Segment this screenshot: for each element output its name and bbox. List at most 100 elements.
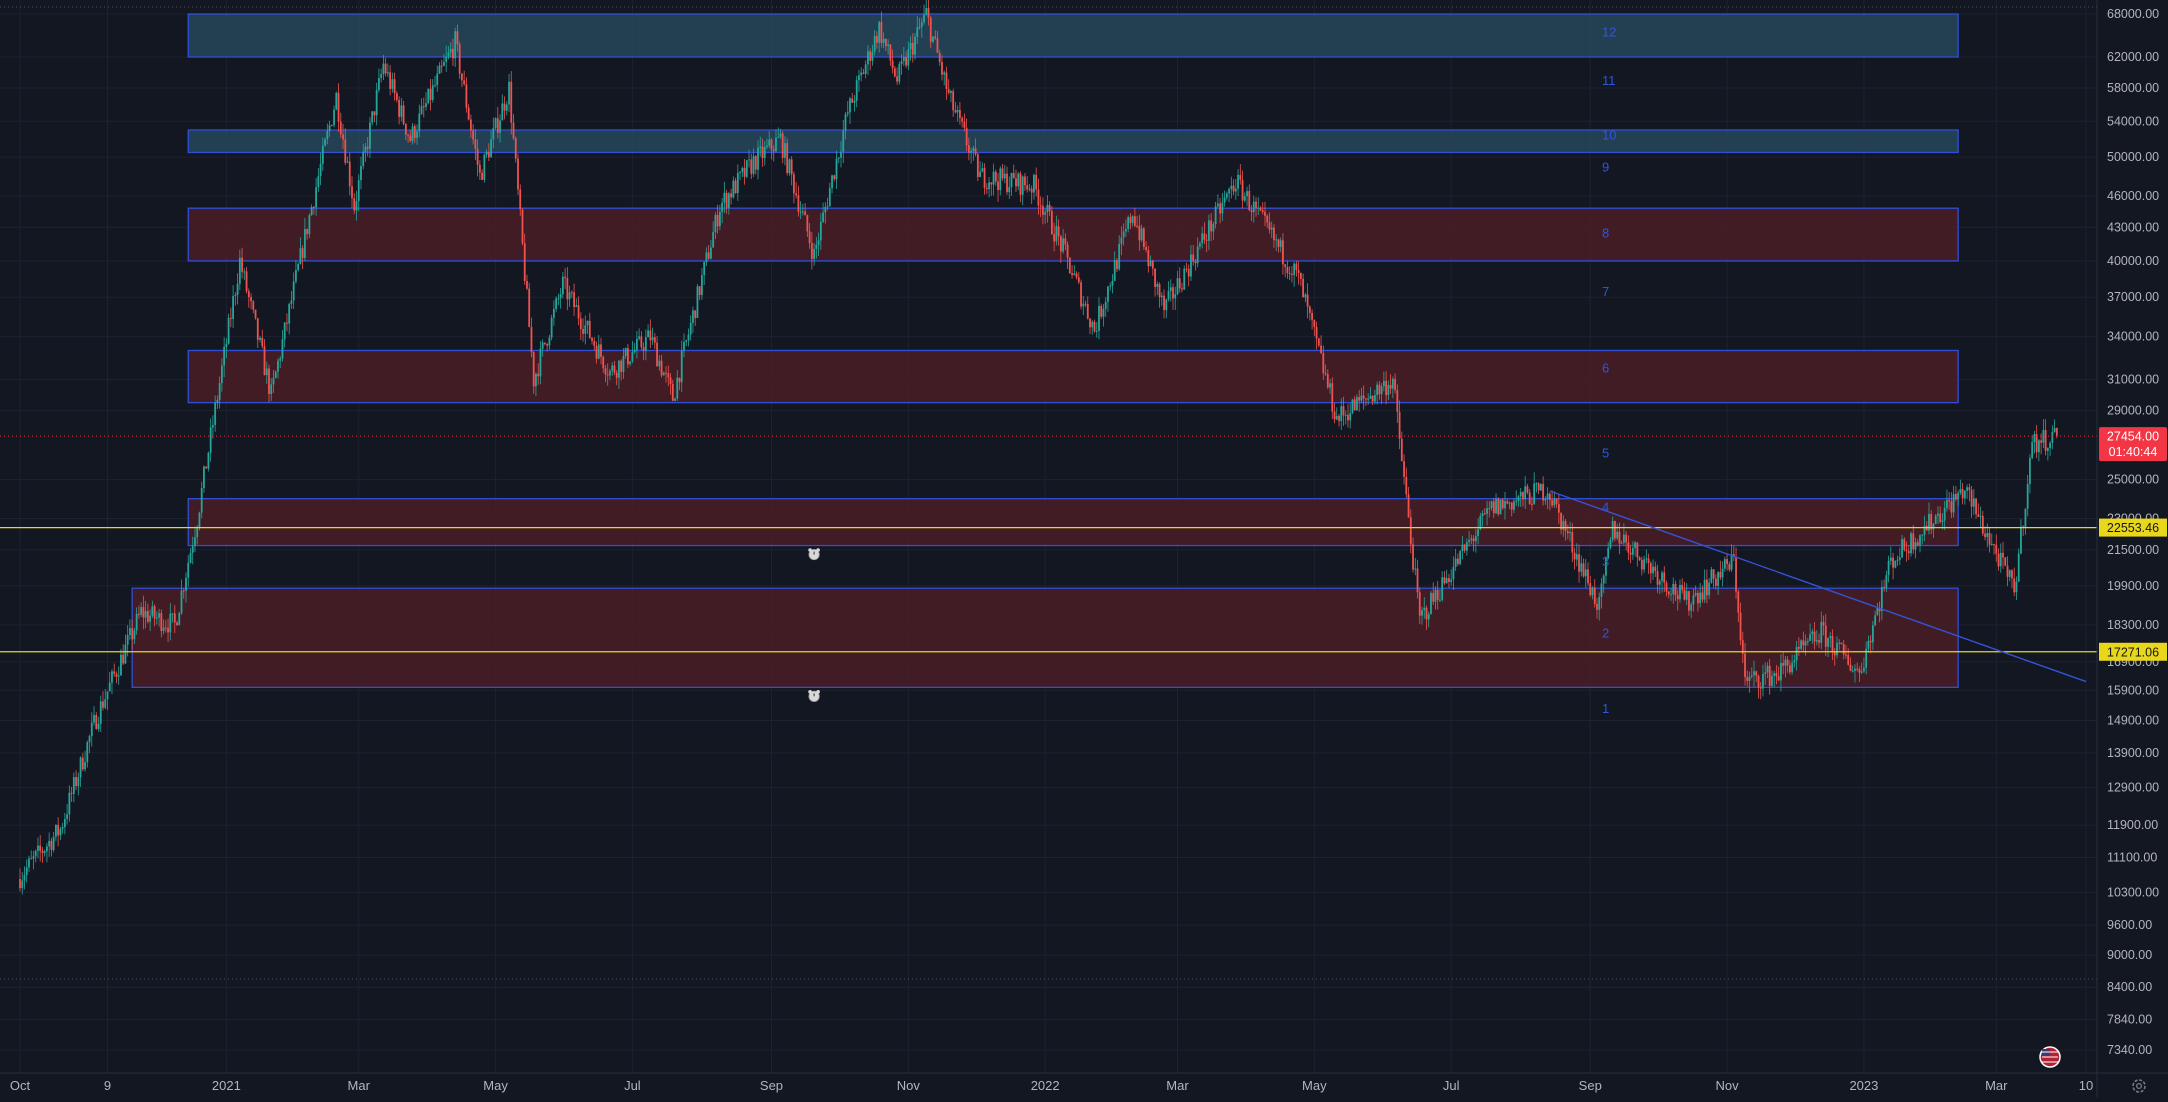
candle-body xyxy=(967,145,970,153)
candle-body xyxy=(1414,568,1417,570)
candle-body xyxy=(306,229,309,235)
candle-body xyxy=(129,628,131,636)
candle-body xyxy=(1777,676,1780,681)
candle-body xyxy=(1261,210,1264,212)
candle-body xyxy=(299,248,302,264)
candle-body xyxy=(1425,607,1428,620)
candle-body xyxy=(1822,621,1825,626)
chart-controls[interactable] xyxy=(2039,1046,2146,1093)
candle-body xyxy=(653,337,656,343)
candle-body xyxy=(635,338,638,351)
candle-body xyxy=(1930,513,1933,530)
candle-body xyxy=(225,343,228,347)
candle-body xyxy=(1315,326,1318,339)
candle-body xyxy=(2040,440,2043,443)
drawings[interactable] xyxy=(0,435,2097,702)
candle-body xyxy=(734,180,737,194)
candle-body xyxy=(1028,188,1031,190)
candle-body xyxy=(1376,384,1379,396)
candle-body xyxy=(501,103,504,121)
candle-body xyxy=(1230,185,1233,190)
candle-body xyxy=(745,160,748,177)
candle-body xyxy=(1611,521,1614,540)
candle-body xyxy=(1622,534,1625,543)
time-axis[interactable]: Oct 9 2021 Mar May Jul Sep Nov 2022 Mar May Jul Sep N… xyxy=(0,1072,2168,1093)
candle-body xyxy=(552,308,555,318)
candle-body xyxy=(611,365,614,371)
candle-body xyxy=(1461,544,1464,552)
support-resistance-zones[interactable] xyxy=(131,13,1959,689)
candle-body xyxy=(1685,591,1688,600)
candle-body xyxy=(1784,659,1787,666)
alarm-clock-bell-right xyxy=(816,548,820,552)
candle-body xyxy=(649,330,652,341)
y-tick-label: 12900.00 xyxy=(2107,781,2159,795)
candle-body xyxy=(528,288,531,328)
candle-body xyxy=(1113,260,1116,281)
candle-body xyxy=(1396,390,1399,412)
candle-body xyxy=(1104,301,1107,309)
candle-body xyxy=(1109,285,1112,287)
candle-body xyxy=(1042,205,1044,215)
level-number-4: 4 xyxy=(1602,499,1609,514)
candle-body xyxy=(550,317,553,338)
candle-body xyxy=(976,154,979,177)
y-tick-label: 37000.00 xyxy=(2107,290,2159,304)
candle-body xyxy=(400,105,403,117)
candle-body xyxy=(956,109,959,113)
candle-body xyxy=(496,118,499,133)
candle-body xyxy=(597,344,600,359)
candle-body xyxy=(1129,217,1132,224)
candle-body xyxy=(218,383,221,401)
candle-body xyxy=(828,188,831,207)
candle-body xyxy=(950,91,952,93)
candle-body xyxy=(1266,215,1269,223)
x-tick-label: 9 xyxy=(104,1078,111,1093)
candle-body xyxy=(1587,569,1589,584)
candle-body xyxy=(2051,431,2054,443)
y-tick-label: 10300.00 xyxy=(2107,885,2159,899)
candle-body xyxy=(1286,266,1289,273)
candle-body xyxy=(1757,675,1760,688)
candle-body xyxy=(577,305,580,319)
candle-body xyxy=(355,201,358,211)
candle-body xyxy=(1591,587,1594,596)
candle-body xyxy=(658,360,661,367)
candle-body xyxy=(1912,533,1915,550)
candle-body xyxy=(1959,489,1962,493)
candle-body xyxy=(1248,191,1251,211)
candle-body xyxy=(1147,249,1150,267)
candle-body xyxy=(963,121,966,128)
candle-body xyxy=(1091,321,1094,328)
candle-body xyxy=(232,296,235,319)
candle-body xyxy=(1035,174,1038,190)
candle-body xyxy=(1634,542,1637,549)
candle-body xyxy=(510,81,513,123)
us-flag-icon xyxy=(2039,1046,2061,1068)
candle-body xyxy=(600,344,602,357)
candle-body xyxy=(1824,625,1827,647)
candle-body xyxy=(1600,583,1603,597)
candle-body xyxy=(191,546,194,553)
candle-body xyxy=(1181,288,1183,290)
y-tick-label: 50000.00 xyxy=(2107,150,2159,164)
candle-body xyxy=(70,792,73,794)
candle-body xyxy=(1427,614,1430,620)
candle-body xyxy=(1627,542,1630,553)
candle-body xyxy=(362,151,365,167)
candle-body xyxy=(799,211,802,213)
y-tick-label: 68000.00 xyxy=(2107,7,2159,21)
y-tick-label: 11100.00 xyxy=(2107,851,2157,865)
price-axis[interactable]: 68000.00 62000.00 58000.00 54000.00 50000.00… xyxy=(2096,0,2159,1097)
candle-body xyxy=(1984,533,1986,537)
candle-body xyxy=(1374,395,1376,402)
candle-body xyxy=(914,36,916,55)
candle-body xyxy=(1596,603,1598,610)
candle-body xyxy=(873,35,876,52)
horizontal-line-tag xyxy=(2099,642,2167,661)
candle-body xyxy=(1631,548,1634,555)
candle-body xyxy=(1963,490,1966,499)
candle-body xyxy=(256,318,259,340)
